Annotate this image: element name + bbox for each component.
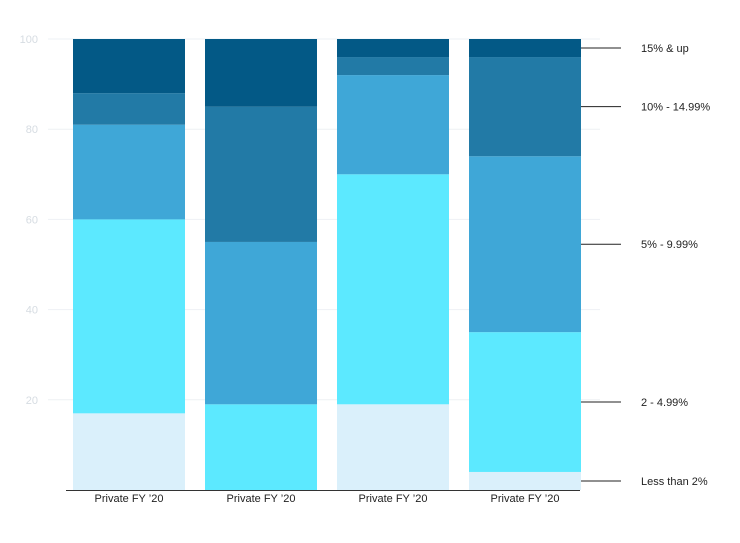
x-category-label: Private FY ’20 xyxy=(227,493,296,505)
y-tick-label: 100 xyxy=(20,34,38,46)
legend-item: 10% - 14.99% xyxy=(581,102,710,114)
bar-segment-10-14-99- xyxy=(337,57,449,76)
x-category-label: Private FY ’20 xyxy=(359,493,428,505)
bar-segment-10-14-99- xyxy=(73,93,185,125)
bar-stack-1 xyxy=(73,39,185,490)
legend-item: Less than 2% xyxy=(581,476,708,488)
bar-segment-2-4-99- xyxy=(337,174,449,405)
bar-segment-5-9-99- xyxy=(205,241,317,405)
bar-segment-15-up xyxy=(73,39,185,94)
legend-label: 2 - 4.99% xyxy=(641,397,688,409)
bar-segment-2-4-99- xyxy=(205,404,317,490)
bar-segment-15-up xyxy=(205,39,317,107)
bar-segment-5-9-99- xyxy=(469,156,581,333)
y-tick-label: 60 xyxy=(26,214,38,226)
bar-segment-less-than-2- xyxy=(73,413,185,490)
y-tick-label: 40 xyxy=(26,305,38,317)
legend-label: 15% & up xyxy=(641,43,689,55)
bar-segment-5-9-99- xyxy=(73,124,185,220)
bar-segment-15-up xyxy=(337,39,449,58)
legend-label: Less than 2% xyxy=(641,476,708,488)
bar-segment-10-14-99- xyxy=(205,106,317,242)
y-tick-label: 80 xyxy=(26,124,38,136)
legend-label: 10% - 14.99% xyxy=(641,102,710,114)
bar-segment-2-4-99- xyxy=(73,219,185,414)
bar-segment-less-than-2- xyxy=(337,404,449,490)
legend-item: 5% - 9.99% xyxy=(581,239,698,251)
legend: Less than 2% 2 - 4.99% 5% - 9.99% 10% - 14.… xyxy=(581,43,710,488)
x-axis-category-labels: Private FY ’20 Private FY ’20 Private FY ’… xyxy=(95,493,560,505)
bar-stack-4 xyxy=(469,39,581,490)
bars xyxy=(73,39,581,490)
bar-segment-15-up xyxy=(469,39,581,58)
bar-segment-10-14-99- xyxy=(469,57,581,157)
bar-stack-2 xyxy=(205,39,317,490)
bar-segment-less-than-2- xyxy=(469,471,581,490)
bar-stack-3 xyxy=(337,39,449,490)
legend-label: 5% - 9.99% xyxy=(641,239,698,251)
legend-item: 15% & up xyxy=(581,43,689,55)
legend-item: 2 - 4.99% xyxy=(581,397,688,409)
x-category-label: Private FY ’20 xyxy=(95,493,164,505)
bar-segment-2-4-99- xyxy=(469,332,581,472)
y-axis-tick-labels: 20 40 60 80 100 xyxy=(20,34,38,407)
x-category-label: Private FY ’20 xyxy=(491,493,560,505)
y-tick-label: 20 xyxy=(26,395,38,407)
bar-segment-5-9-99- xyxy=(337,75,449,175)
